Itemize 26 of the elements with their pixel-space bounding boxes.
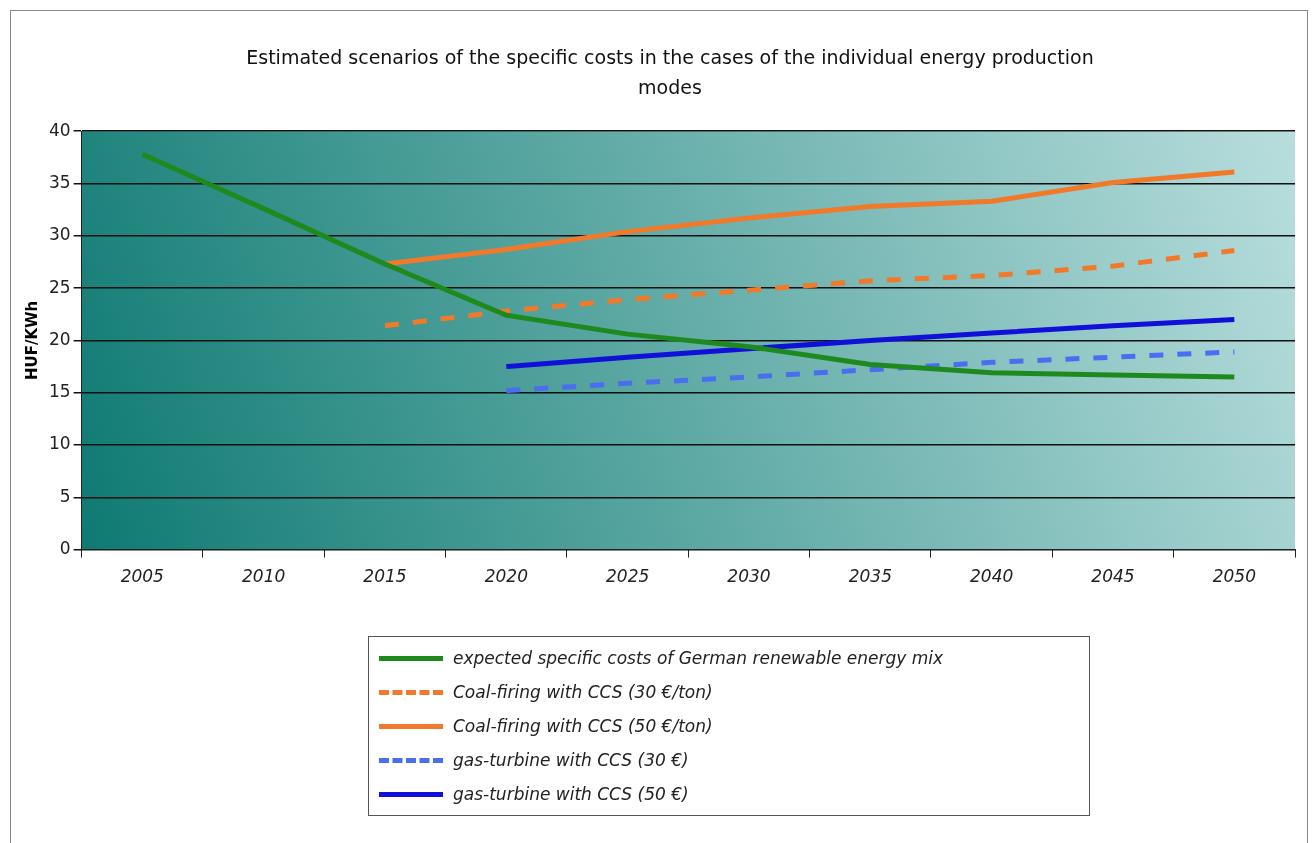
y-tick-label: 25 xyxy=(48,276,71,297)
x-tick-label: 2030 xyxy=(727,566,771,587)
x-tick-label: 2025 xyxy=(606,566,650,587)
legend-label: gas-turbine with CCS (50 €) xyxy=(453,784,689,804)
y-axis-title: HUF/KWh xyxy=(22,300,41,381)
y-tick-label: 15 xyxy=(48,381,71,402)
y-tick-label: 5 xyxy=(59,485,71,506)
y-tick-label: 40 xyxy=(48,119,71,140)
y-tick-label: 20 xyxy=(48,328,71,349)
x-tick-label: 2015 xyxy=(363,566,407,587)
x-tick-label: 2005 xyxy=(120,566,164,587)
legend-label: gas-turbine with CCS (30 €) xyxy=(453,750,689,770)
x-tick-label: 2010 xyxy=(242,566,286,587)
x-tick-label: 2045 xyxy=(1091,566,1135,587)
x-tick-label: 2050 xyxy=(1212,566,1256,587)
y-tick-label: 0 xyxy=(59,538,71,559)
x-tick-label: 2020 xyxy=(484,566,528,587)
y-tick-label: 35 xyxy=(48,171,71,192)
x-tick-label: 2040 xyxy=(970,566,1014,587)
legend-label: Coal-firing with CCS (50 €/ton) xyxy=(453,716,713,736)
x-tick-label: 2035 xyxy=(848,566,892,587)
legend-label: expected specific costs of German renewable energy mix xyxy=(453,648,944,668)
legend-label: Coal-firing with CCS (30 €/ton) xyxy=(453,682,713,702)
y-tick-label: 10 xyxy=(48,433,71,454)
chart-title: Estimated scenarios of the specific costs in the cases of the individual energy production modes xyxy=(245,45,1095,100)
y-tick-label: 30 xyxy=(48,224,71,245)
